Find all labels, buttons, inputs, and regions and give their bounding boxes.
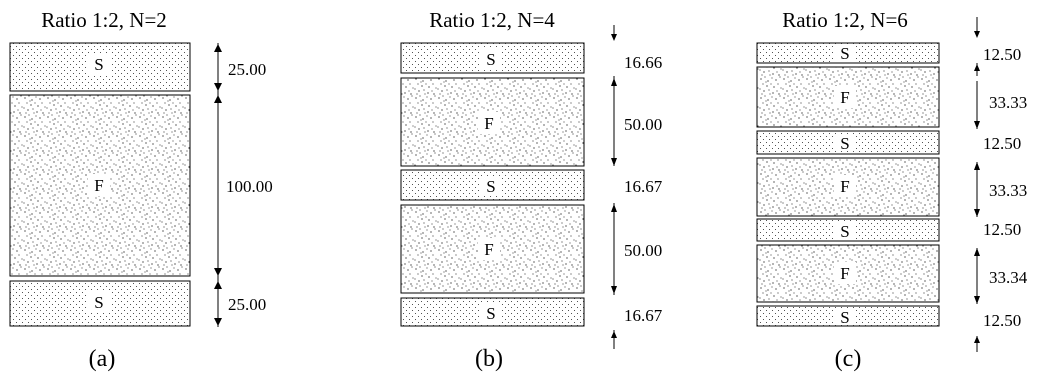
panel-caption: (c) — [835, 346, 862, 372]
arrow-down-icon — [611, 158, 617, 166]
arrow-up-icon — [974, 336, 980, 343]
layer-label: F — [840, 264, 849, 283]
dimension-label: 12.50 — [983, 134, 1021, 153]
label-patch — [480, 303, 502, 323]
arrow-down-icon — [974, 121, 980, 129]
label-patch — [480, 176, 502, 196]
label-patch — [834, 262, 856, 284]
label-patch — [834, 86, 856, 108]
label-patch — [478, 112, 500, 134]
label-patch — [478, 238, 500, 260]
arrow-up-icon — [974, 64, 980, 71]
panel-caption: (b) — [475, 346, 503, 372]
dimension-label: 16.67 — [624, 306, 663, 325]
layer-label: S — [486, 177, 495, 196]
dimension-label: 33.34 — [989, 268, 1028, 287]
arrow-down-icon — [214, 318, 222, 326]
panel-a: Ratio 1:2, N=2 S F S 25.00 100.00 25.00 … — [9, 8, 273, 372]
arrow-down-icon — [611, 286, 617, 294]
layer-label: S — [94, 55, 103, 74]
panel-c: Ratio 1:2, N=6 S F S F S F S — [756, 8, 1028, 372]
layer-label: F — [484, 114, 493, 133]
arrow-down-icon — [974, 296, 980, 304]
label-patch — [834, 45, 856, 62]
dimension-label: 16.66 — [624, 53, 662, 72]
layer-label: S — [840, 44, 849, 63]
panel-caption: (a) — [89, 346, 116, 372]
arrow-up-icon — [214, 95, 222, 103]
dimension-label: 25.00 — [228, 60, 266, 79]
panel-title: Ratio 1:2, N=6 — [782, 8, 908, 32]
layer-label: F — [840, 177, 849, 196]
arrow-up-icon — [974, 162, 980, 170]
dimension-label: 50.00 — [624, 241, 662, 260]
dimension-label: 12.50 — [983, 45, 1021, 64]
dimension-label: 33.33 — [989, 181, 1027, 200]
layer-label: S — [840, 222, 849, 241]
arrow-up-icon — [214, 44, 222, 52]
label-patch — [834, 222, 856, 239]
arrow-down-icon — [611, 34, 617, 41]
layer-label: F — [94, 176, 103, 195]
panel-title: Ratio 1:2, N=4 — [429, 8, 555, 32]
dimension-label: 33.33 — [989, 93, 1027, 112]
layer-label: S — [840, 308, 849, 327]
layer-label: S — [94, 293, 103, 312]
arrow-down-icon — [214, 83, 222, 91]
label-patch — [88, 174, 110, 196]
dimension-label: 100.00 — [226, 177, 273, 196]
arrow-up-icon — [611, 204, 617, 212]
layer-label: S — [486, 50, 495, 69]
dimension-label: 12.50 — [983, 311, 1021, 330]
label-patch — [88, 53, 110, 75]
arrow-up-icon — [214, 281, 222, 289]
dimension-label: 16.67 — [624, 177, 663, 196]
panel-title: Ratio 1:2, N=2 — [41, 8, 167, 32]
arrow-up-icon — [611, 331, 617, 338]
layer-label: F — [840, 88, 849, 107]
label-patch — [834, 308, 856, 325]
label-patch — [480, 49, 502, 69]
label-patch — [88, 291, 110, 313]
label-patch — [834, 175, 856, 197]
dimension-label: 25.00 — [228, 295, 266, 314]
dimension-label: 12.50 — [983, 220, 1021, 239]
panel-b: Ratio 1:2, N=4 S F S F S 16.66 50.00 16.… — [400, 8, 663, 372]
layer-label: S — [486, 304, 495, 323]
arrow-down-icon — [974, 31, 980, 38]
arrow-up-icon — [611, 78, 617, 86]
dimension-label: 50.00 — [624, 115, 662, 134]
layer-label: S — [840, 134, 849, 153]
arrow-down-icon — [974, 209, 980, 217]
layer-label: F — [484, 240, 493, 259]
arrow-up-icon — [974, 248, 980, 256]
arrow-down-icon — [214, 268, 222, 276]
label-patch — [834, 134, 856, 151]
